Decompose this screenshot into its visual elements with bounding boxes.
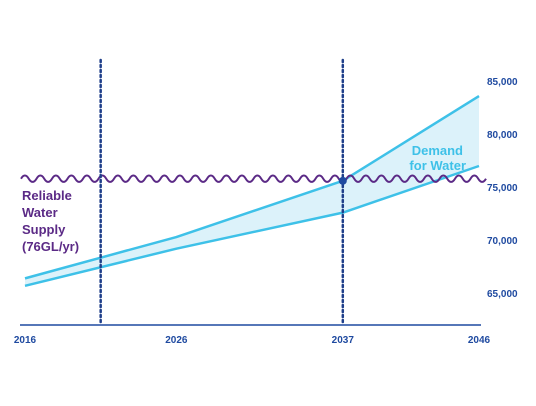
y-tick-label-75000: 75,000 <box>487 183 518 194</box>
supply-wave-line <box>20 174 487 183</box>
x-tick-label-2016: 2016 <box>14 335 37 346</box>
x-tick-label-2046: 2046 <box>468 335 491 346</box>
supply-label-line-2: Water <box>22 205 58 220</box>
y-tick-label-70000: 70,000 <box>487 236 518 247</box>
intersection-marker <box>338 176 347 185</box>
demand-label-line-2: for Water <box>409 158 466 173</box>
supply-label-line-4: (76GL/yr) <box>22 239 79 254</box>
supply-label-line-1: Reliable <box>22 188 72 203</box>
x-tick-label-2026: 2026 <box>165 335 188 346</box>
y-tick-label-65000: 65,000 <box>487 289 518 300</box>
x-tick-label-2037: 2037 <box>332 335 355 346</box>
demand-range-band <box>25 96 479 286</box>
y-tick-label-80000: 80,000 <box>487 130 518 141</box>
y-tick-label-85000: 85,000 <box>487 77 518 88</box>
demand-label-line-1: Demand <box>412 143 463 158</box>
supply-label-line-3: Supply <box>22 222 66 237</box>
